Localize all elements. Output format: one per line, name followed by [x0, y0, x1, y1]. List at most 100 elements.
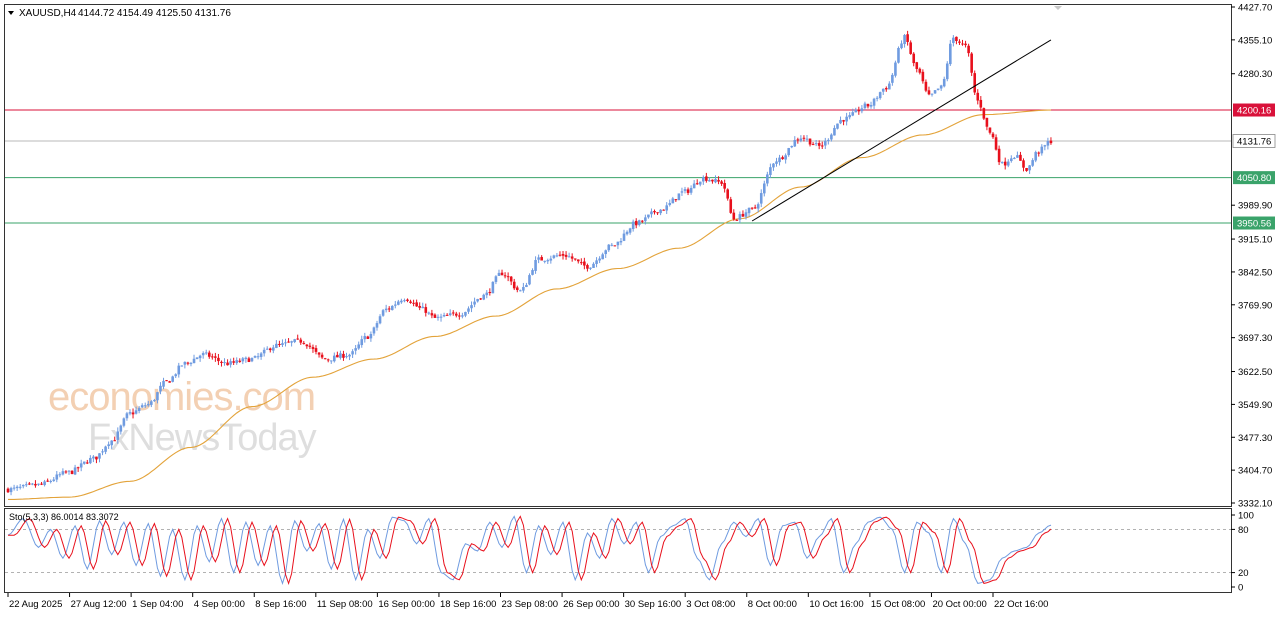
candle-body-up [241, 358, 245, 362]
candle-body-up [930, 93, 934, 95]
candle-body-up [354, 348, 357, 351]
price-tick-label: 4280.30 [1238, 69, 1272, 80]
candle-body-down [1022, 160, 1025, 168]
ohlc-label: 4144.72 4154.49 4125.50 4131.76 [78, 8, 231, 19]
candle-body-up [229, 361, 232, 365]
candle-body-down [656, 212, 659, 214]
candle-body-up [104, 446, 107, 452]
candle-body-down [955, 36, 958, 41]
candle-body-up [21, 484, 25, 487]
candle-body-up [769, 167, 772, 175]
candle-body-down [915, 62, 919, 69]
candle-body-down [326, 359, 330, 361]
candle-body-down [46, 480, 49, 482]
candle-body-up [897, 48, 900, 63]
candle-body-down [506, 276, 510, 278]
candle-body-up [262, 349, 266, 354]
candle-body-up [625, 231, 629, 235]
candle-body-up [400, 300, 403, 303]
candle-body-down [70, 470, 74, 474]
candle-body-up [759, 193, 763, 204]
candle-body-up [31, 483, 34, 485]
candle-body-up [549, 258, 553, 261]
moving-average [8, 109, 1051, 500]
candle-body-up [595, 260, 598, 264]
candle-body-down [238, 360, 242, 362]
candle-body-up [18, 486, 22, 488]
shift-marker-icon[interactable] [1054, 6, 1062, 10]
candle-body-up [204, 352, 208, 354]
candle-body-down [884, 88, 888, 90]
candle-body-up [180, 365, 184, 367]
horizontal-levels [5, 109, 1231, 224]
candle-body-up [601, 254, 604, 260]
candle-body-up [814, 143, 818, 145]
price-tick-label: 3769.90 [1238, 300, 1272, 311]
price-tag-support [1233, 216, 1275, 230]
candle-body-up [689, 187, 693, 193]
candle-body-up [37, 483, 40, 485]
candle-body-down [924, 81, 928, 91]
candle-body-up [714, 179, 717, 183]
candle-body-down [726, 189, 729, 199]
trendline[interactable] [751, 39, 1052, 222]
time-tick-label: 10 Oct 16:00 [809, 599, 863, 610]
time-tick-label: 1 Sep 04:00 [132, 599, 183, 610]
candle-body-up [616, 241, 620, 246]
candle-body-up [494, 276, 498, 282]
price-tick-label: 3404.70 [1238, 466, 1272, 477]
time-tick-label: 16 Sep 00:00 [378, 599, 435, 610]
watermark-economies: economies.com [48, 375, 315, 419]
candle-body-up [156, 392, 159, 401]
candle-body-up [891, 74, 894, 83]
candle-body-up [692, 183, 696, 189]
candle-body-down [842, 120, 845, 122]
candle-body-down [729, 199, 733, 213]
candle-body-up [543, 260, 547, 262]
candle-body-up [793, 140, 797, 147]
candle-body-up [73, 467, 77, 475]
candle-body-up [952, 37, 955, 43]
candle-body-down [211, 356, 214, 358]
candle-body-down [912, 53, 916, 64]
candle-body-down [302, 342, 306, 344]
candle-body-down [415, 302, 418, 307]
watermark: economies.com FxNewsToday [48, 375, 318, 459]
candle-body-up [790, 145, 794, 148]
candle-body-up [259, 353, 263, 357]
candle-body-up [894, 62, 897, 76]
price-tag-current [1232, 134, 1276, 148]
candle-body-up [933, 90, 937, 94]
time-tick-label: 8 Oct 00:00 [748, 599, 797, 610]
candle-body-down [570, 256, 574, 259]
menu-triangle-icon[interactable] [8, 11, 14, 15]
candle-body-up [628, 228, 632, 233]
price-tick-label: 3915.10 [1238, 235, 1272, 246]
candle-body-up [174, 374, 178, 377]
candle-body-up [519, 290, 522, 292]
candle-body-up [110, 440, 113, 446]
candle-body-up [708, 180, 711, 182]
candle-body-down [723, 183, 726, 189]
candle-body-up [698, 181, 702, 185]
candle-body-up [775, 161, 778, 164]
time-tick-label: 11 Sep 08:00 [317, 599, 373, 610]
candle-body-down [296, 338, 300, 340]
time-tick-label: 26 Sep 00:00 [563, 599, 620, 610]
candle-body-up [384, 308, 388, 311]
candle-body-down [540, 257, 543, 261]
candle-body-up [192, 358, 196, 364]
candle-body-up [875, 97, 879, 99]
candle-body-down [479, 298, 482, 300]
candle-body-up [101, 451, 104, 453]
candle-body-up [150, 401, 153, 405]
candle-body-up [900, 43, 903, 49]
candle-body-up [531, 270, 534, 275]
stochastic-label: Sto(5,3,3) 86.0014 83.3072 [9, 512, 119, 522]
candle-body-up [293, 339, 296, 343]
price-tick-label: 3477.30 [1238, 433, 1272, 444]
candle-body-down [564, 254, 568, 257]
candle-body-up [98, 453, 101, 459]
candle-body-down [695, 183, 699, 185]
